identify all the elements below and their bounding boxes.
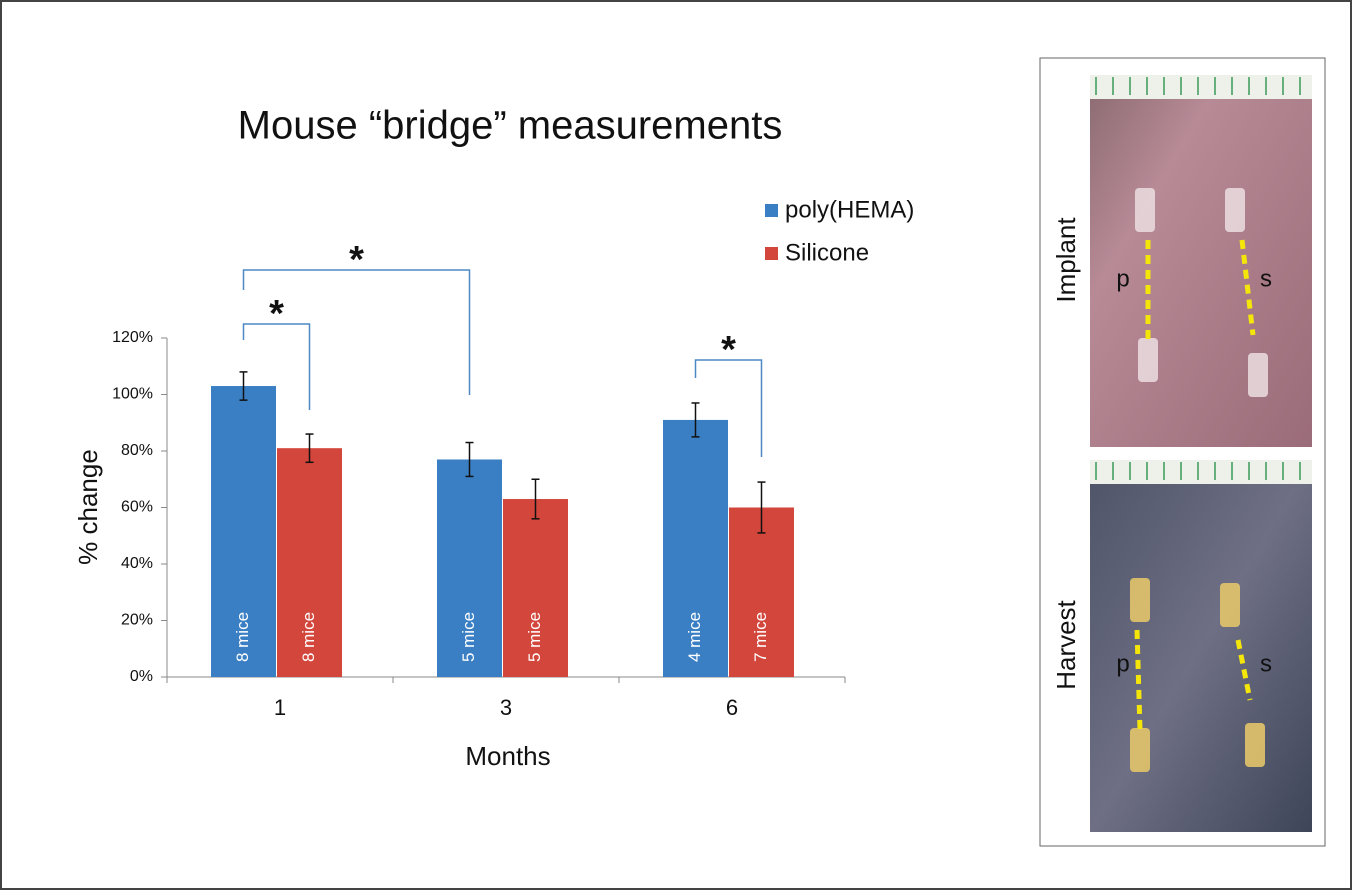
- implant-tube: [1130, 578, 1150, 622]
- photo-label: p: [1116, 650, 1129, 677]
- photo: [1090, 460, 1312, 832]
- y-tick-label: 20%: [121, 612, 153, 629]
- implant-tube: [1135, 188, 1155, 232]
- y-tick-label: 40%: [121, 555, 153, 572]
- implant-tube: [1245, 723, 1265, 767]
- x-tick-label: 3: [500, 695, 512, 720]
- photo: [1090, 75, 1312, 447]
- photo-label: s: [1260, 265, 1272, 292]
- photo-title: Implant: [1051, 217, 1081, 303]
- y-tick-label: 60%: [121, 499, 153, 516]
- bar-label: 8 mice: [233, 612, 252, 662]
- legend-swatch: [765, 247, 778, 260]
- ruler: [1090, 75, 1312, 99]
- implant-tube: [1225, 188, 1245, 232]
- ruler: [1090, 460, 1312, 484]
- bar-label: 4 mice: [685, 612, 704, 662]
- y-tick-label: 0%: [130, 668, 153, 685]
- photo-title: Harvest: [1051, 599, 1081, 689]
- implant-tube: [1130, 728, 1150, 772]
- chart-title: Mouse “bridge” measurements: [238, 104, 783, 148]
- legend-swatch: [765, 204, 778, 217]
- x-axis-label: Months: [465, 741, 550, 771]
- bar-label: 5 mice: [525, 612, 544, 662]
- bar-label: 7 mice: [751, 612, 770, 662]
- legend-label: Silicone: [785, 239, 869, 266]
- bar-label: 8 mice: [299, 612, 318, 662]
- x-tick-label: 1: [274, 695, 286, 720]
- significance-star: *: [269, 293, 284, 335]
- significance-star: *: [349, 239, 364, 281]
- implant-tube: [1248, 353, 1268, 397]
- implant-tube: [1220, 583, 1240, 627]
- y-tick-label: 80%: [121, 442, 153, 459]
- x-tick-label: 6: [726, 695, 738, 720]
- significance-star: *: [721, 329, 736, 371]
- implant-tube: [1138, 338, 1158, 382]
- bar-label: 5 mice: [459, 612, 478, 662]
- figure: Mouse “bridge” measurements Months % cha…: [0, 0, 1352, 890]
- y-tick-label: 100%: [112, 386, 153, 403]
- y-axis-label: % change: [73, 449, 103, 565]
- legend-label: poly(HEMA): [785, 196, 914, 223]
- y-tick-label: 120%: [112, 329, 153, 346]
- photo-label: p: [1116, 265, 1129, 292]
- photo-label: s: [1260, 650, 1272, 677]
